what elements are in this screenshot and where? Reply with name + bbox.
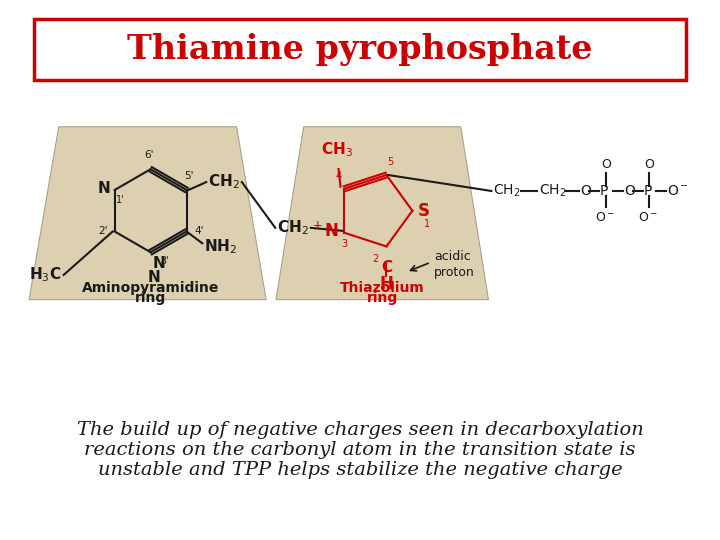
Text: NH$_2$: NH$_2$	[204, 237, 238, 255]
Text: O$^-$: O$^-$	[639, 211, 659, 224]
Polygon shape	[276, 127, 488, 300]
Text: CH$_2$: CH$_2$	[539, 183, 567, 199]
Text: O: O	[644, 158, 654, 171]
Text: CH$_2$: CH$_2$	[208, 173, 240, 192]
Text: reactions on the carbonyl atom in the transition state is: reactions on the carbonyl atom in the tr…	[84, 441, 636, 459]
Text: 4': 4'	[194, 226, 204, 237]
Text: O$^-$: O$^-$	[667, 184, 689, 198]
Text: CH$_2$: CH$_2$	[493, 183, 521, 199]
Text: N: N	[147, 270, 160, 285]
Text: 5': 5'	[184, 171, 193, 181]
Text: ring: ring	[135, 291, 166, 305]
Text: 1': 1'	[116, 195, 125, 205]
Text: C: C	[381, 260, 392, 275]
FancyBboxPatch shape	[34, 19, 686, 80]
Text: O$^-$: O$^-$	[595, 211, 615, 224]
Text: O: O	[624, 184, 634, 198]
Text: H: H	[379, 275, 393, 293]
Text: 6': 6'	[144, 150, 153, 160]
Text: The build up of negative charges seen in decarboxylation: The build up of negative charges seen in…	[76, 421, 644, 439]
Text: 4: 4	[336, 171, 341, 181]
Text: 5: 5	[387, 157, 394, 167]
Text: acidic
proton: acidic proton	[434, 249, 474, 279]
Text: Thiamine pyrophosphate: Thiamine pyrophosphate	[127, 33, 593, 66]
Text: 3': 3'	[161, 256, 169, 266]
Text: $^+$N: $^+$N	[310, 221, 340, 240]
Text: ring: ring	[367, 291, 398, 305]
Text: unstable and TPP helps stabilize the negative charge: unstable and TPP helps stabilize the neg…	[98, 461, 622, 478]
Text: Aminopyramidine: Aminopyramidine	[82, 281, 220, 295]
Text: O: O	[580, 184, 591, 198]
Text: CH$_2$: CH$_2$	[277, 219, 309, 237]
Text: P: P	[600, 184, 608, 198]
Text: N: N	[98, 180, 111, 195]
Text: H$_3$C: H$_3$C	[30, 266, 62, 284]
Text: N: N	[153, 256, 166, 271]
Polygon shape	[29, 127, 266, 300]
Text: P: P	[644, 184, 652, 198]
Text: Thiazolium: Thiazolium	[341, 281, 425, 295]
Text: 3: 3	[341, 239, 348, 249]
Text: CH$_3$: CH$_3$	[320, 140, 353, 159]
Text: 2': 2'	[98, 226, 108, 237]
Text: O: O	[601, 158, 611, 171]
Text: 1: 1	[424, 219, 431, 228]
Text: 2: 2	[372, 254, 379, 265]
Text: S: S	[418, 202, 429, 220]
